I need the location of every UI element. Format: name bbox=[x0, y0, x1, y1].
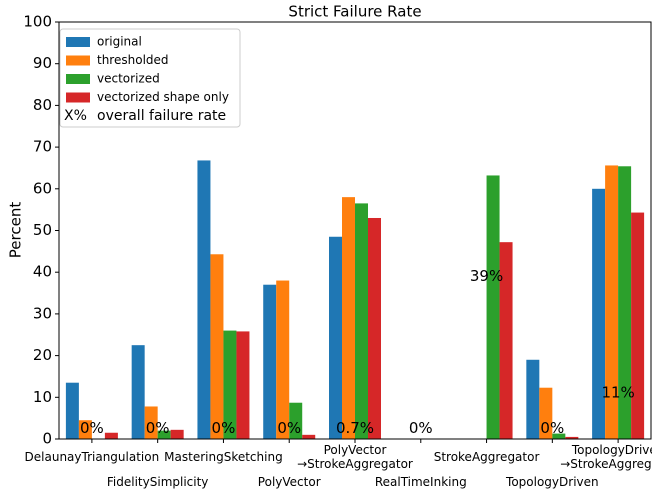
bar bbox=[276, 280, 290, 439]
bar bbox=[499, 242, 513, 439]
bar bbox=[592, 188, 606, 439]
bar bbox=[342, 197, 355, 439]
overall-rate-label: 39% bbox=[470, 267, 503, 285]
bar bbox=[368, 217, 381, 439]
legend: original thresholded vectorized vectorized … bbox=[59, 28, 241, 128]
overall-rate-label: 0% bbox=[409, 419, 433, 437]
x-tick-label: StrokeAggregator bbox=[433, 450, 540, 464]
bar bbox=[197, 160, 211, 439]
bar bbox=[302, 434, 316, 439]
overall-rate-label: 0% bbox=[146, 419, 170, 437]
y-tick-label: 50 bbox=[33, 221, 52, 239]
y-tick-label: 70 bbox=[33, 138, 52, 156]
bar bbox=[289, 402, 303, 439]
bar bbox=[210, 254, 224, 439]
legend-label: vectorized bbox=[97, 72, 160, 86]
bar bbox=[78, 420, 92, 439]
y-tick-label: 60 bbox=[33, 179, 52, 197]
y-tick-label: 10 bbox=[33, 388, 52, 406]
bar bbox=[131, 345, 145, 439]
legend-swatch bbox=[66, 74, 90, 84]
chart-title: Strict Failure Rate bbox=[288, 3, 421, 21]
legend-label: original bbox=[97, 35, 142, 49]
bar bbox=[144, 406, 158, 439]
y-tick-label: 30 bbox=[33, 304, 52, 322]
bar bbox=[104, 432, 118, 439]
y-tick-label: 90 bbox=[33, 54, 52, 72]
bar bbox=[355, 203, 368, 439]
overall-rate-label: 0% bbox=[540, 419, 564, 437]
bar bbox=[618, 166, 632, 440]
axes-frame bbox=[58, 21, 652, 440]
bar bbox=[236, 331, 250, 439]
overall-rate-label: 0% bbox=[277, 419, 301, 437]
x-tick-label: RealTimeInking bbox=[374, 475, 467, 489]
bar bbox=[329, 236, 342, 439]
x-tick-label: DelaunayTriangulation bbox=[24, 450, 160, 464]
y-tick-label: 0 bbox=[42, 430, 52, 448]
bar bbox=[539, 387, 553, 439]
bar bbox=[565, 436, 579, 439]
y-tick-label: 40 bbox=[33, 263, 52, 281]
legend-swatch bbox=[66, 92, 90, 103]
bar bbox=[631, 212, 645, 439]
x-tick-label: PolyVector bbox=[257, 475, 321, 489]
legend-marker: X% bbox=[64, 108, 87, 124]
x-tick-label: TopologyDriven bbox=[506, 475, 599, 489]
bar bbox=[486, 175, 500, 439]
legend-box bbox=[59, 28, 241, 128]
x-tick-label: FidelitySimplicity bbox=[106, 475, 209, 489]
y-axis-label: Percent bbox=[7, 202, 25, 259]
x-tick-label: TopologyDriven →StrokeAggregator bbox=[560, 443, 652, 471]
y-tick-label: 20 bbox=[33, 346, 52, 364]
bar bbox=[65, 382, 79, 439]
legend-swatch bbox=[66, 37, 90, 47]
legend-label: thresholded bbox=[97, 53, 169, 67]
bar bbox=[170, 429, 184, 439]
bar bbox=[263, 284, 277, 439]
overall-rate-label: 0% bbox=[212, 419, 236, 437]
legend-swatch bbox=[66, 55, 90, 66]
legend-label: vectorized shape only bbox=[97, 90, 229, 104]
x-tick-label: MasteringSketching bbox=[164, 450, 283, 464]
bar bbox=[526, 359, 540, 439]
overall-rate-label: 0% bbox=[80, 419, 104, 437]
bar bbox=[552, 433, 566, 439]
legend-label: overall failure rate bbox=[97, 108, 226, 124]
bar bbox=[223, 330, 237, 439]
overall-rate-label: 0.7% bbox=[336, 419, 374, 437]
overall-rate-label: 11% bbox=[601, 384, 634, 402]
x-tick-label: PolyVector →StrokeAggregator bbox=[297, 443, 413, 471]
y-tick-label: 100 bbox=[23, 13, 52, 31]
bar bbox=[605, 165, 619, 439]
y-tick-label: 80 bbox=[33, 96, 52, 114]
bar bbox=[157, 430, 171, 439]
